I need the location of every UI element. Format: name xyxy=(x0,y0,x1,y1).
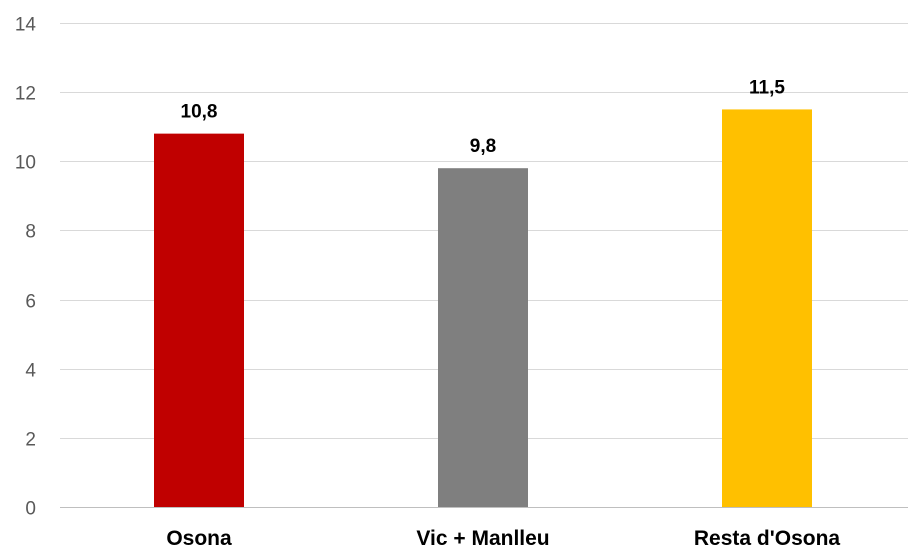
category-label: Osona xyxy=(166,527,232,550)
bar xyxy=(154,133,244,507)
y-axis-tick-labels: 0 2 4 6 8 10 12 14 xyxy=(15,15,37,520)
data-label: 10,8 xyxy=(181,102,218,123)
y-tick-label: 14 xyxy=(15,15,37,36)
bar xyxy=(438,168,528,507)
category-label: Resta d'Osona xyxy=(694,527,841,550)
data-label: 9,8 xyxy=(470,136,496,157)
category-label: Vic + Manlleu xyxy=(416,527,549,550)
bars xyxy=(154,109,812,507)
y-tick-label: 8 xyxy=(25,222,36,243)
data-labels: 10,8 9,8 11,5 xyxy=(181,77,786,157)
y-tick-label: 2 xyxy=(25,430,36,451)
x-axis-category-labels: Osona Vic + Manlleu Resta d'Osona xyxy=(166,527,840,550)
y-tick-label: 6 xyxy=(25,292,36,313)
y-tick-label: 0 xyxy=(25,499,36,520)
y-tick-label: 12 xyxy=(15,84,36,105)
data-label: 11,5 xyxy=(749,77,785,98)
y-tick-label: 4 xyxy=(25,361,36,382)
y-tick-label: 10 xyxy=(15,153,36,174)
bar xyxy=(722,109,812,507)
